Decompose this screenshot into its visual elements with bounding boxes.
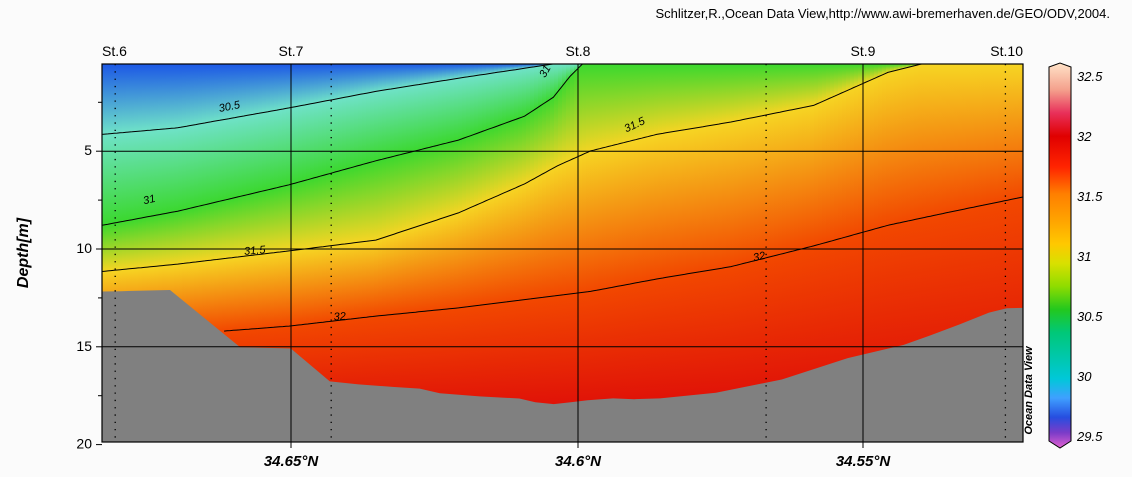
svg-text:5: 5 [84, 142, 92, 158]
svg-text:31.5: 31.5 [244, 244, 267, 258]
svg-text:Ocean Data View: Ocean Data View [1023, 345, 1035, 435]
svg-text:St.7: St.7 [279, 43, 304, 59]
svg-text:St.9: St.9 [851, 43, 876, 59]
svg-text:15: 15 [76, 338, 92, 354]
svg-text:10: 10 [76, 240, 92, 256]
svg-text:St.8: St.8 [566, 43, 591, 59]
svg-text:32.5: 32.5 [1077, 69, 1103, 84]
svg-text:32: 32 [1077, 129, 1092, 144]
svg-text:20: 20 [76, 436, 92, 452]
svg-text:Depth[m]: Depth[m] [15, 217, 32, 288]
svg-text:32: 32 [333, 311, 346, 324]
svg-text:St.6: St.6 [102, 43, 127, 59]
svg-text:34.6°N: 34.6°N [555, 453, 602, 470]
svg-text:St.10: St.10 [990, 43, 1023, 59]
svg-text:Schlitzer,R.,Ocean Data View,h: Schlitzer,R.,Ocean Data View,http://www.… [656, 6, 1111, 21]
svg-text:30: 30 [1077, 369, 1092, 384]
svg-text:34.55°N: 34.55°N [836, 453, 892, 470]
svg-text:31.5: 31.5 [1077, 189, 1103, 204]
svg-text:30.5: 30.5 [1077, 309, 1103, 324]
svg-text:29.5: 29.5 [1076, 429, 1103, 444]
svg-text:31: 31 [1077, 249, 1091, 264]
svg-text:34.65°N: 34.65°N [264, 453, 320, 470]
